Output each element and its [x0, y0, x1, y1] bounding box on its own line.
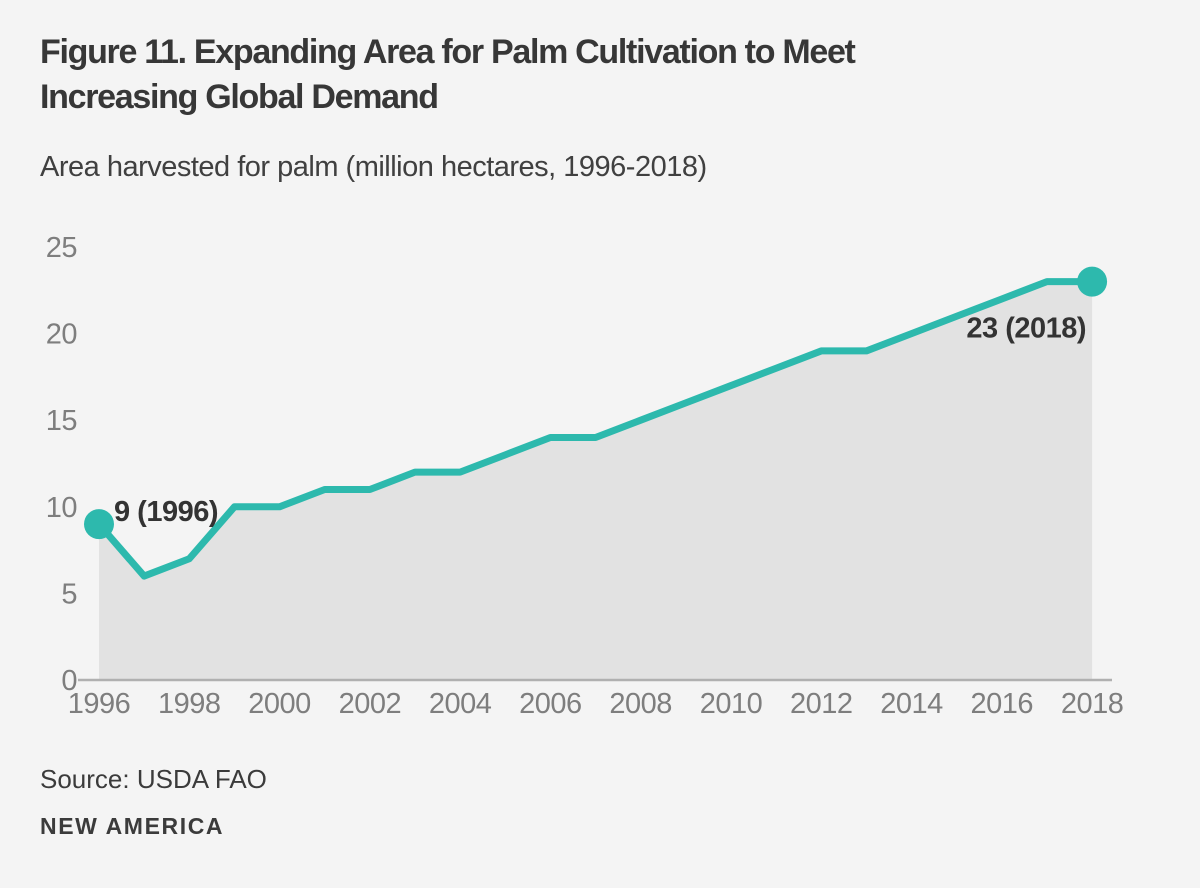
data-point-label: 23 (2018): [966, 313, 1086, 345]
x-tick-label: 2012: [790, 688, 853, 720]
x-tick-label: 2018: [1061, 688, 1124, 720]
x-tick-label: 1998: [158, 688, 221, 720]
x-tick-label: 2004: [429, 688, 492, 720]
source-note: Source: USDA FAO: [40, 764, 267, 795]
brand-wordmark: NEW AMERICA: [40, 813, 225, 839]
chart-area-fill: [99, 281, 1093, 680]
x-tick-label: 2000: [248, 688, 311, 720]
data-point-label: 9 (1996): [114, 496, 218, 528]
endpoint-marker: [84, 509, 114, 540]
figure-title-line1: Figure 11. Expanding Area for Palm Culti…: [40, 33, 856, 71]
x-tick-label: 2010: [700, 688, 763, 720]
x-tick-label: 2006: [519, 688, 582, 720]
figure-subtitle: Area harvested for palm (million hectare…: [40, 151, 707, 183]
trend-line: [95, 278, 1096, 580]
y-tick-label: 20: [46, 319, 77, 351]
y-tick-label: 10: [46, 492, 77, 524]
figure-title-line2: Increasing Global Demand: [40, 78, 439, 116]
x-tick-label: 2008: [609, 688, 672, 720]
x-tick-label: 2014: [880, 688, 943, 720]
endpoint-marker: [1077, 266, 1108, 297]
y-tick-label: 0: [61, 665, 77, 697]
y-tick-label: 15: [46, 405, 77, 437]
figure-title: Figure 11. Expanding Area for Palm Culti…: [40, 30, 1140, 120]
x-tick-label: 1996: [68, 688, 131, 720]
y-tick-label: 25: [46, 232, 77, 264]
source-label: Source:: [40, 764, 130, 794]
x-tick-label: 2002: [339, 688, 402, 720]
y-tick-label: 5: [61, 578, 77, 610]
x-tick-label: 2016: [971, 688, 1034, 720]
source-value: USDA FAO: [136, 764, 267, 794]
